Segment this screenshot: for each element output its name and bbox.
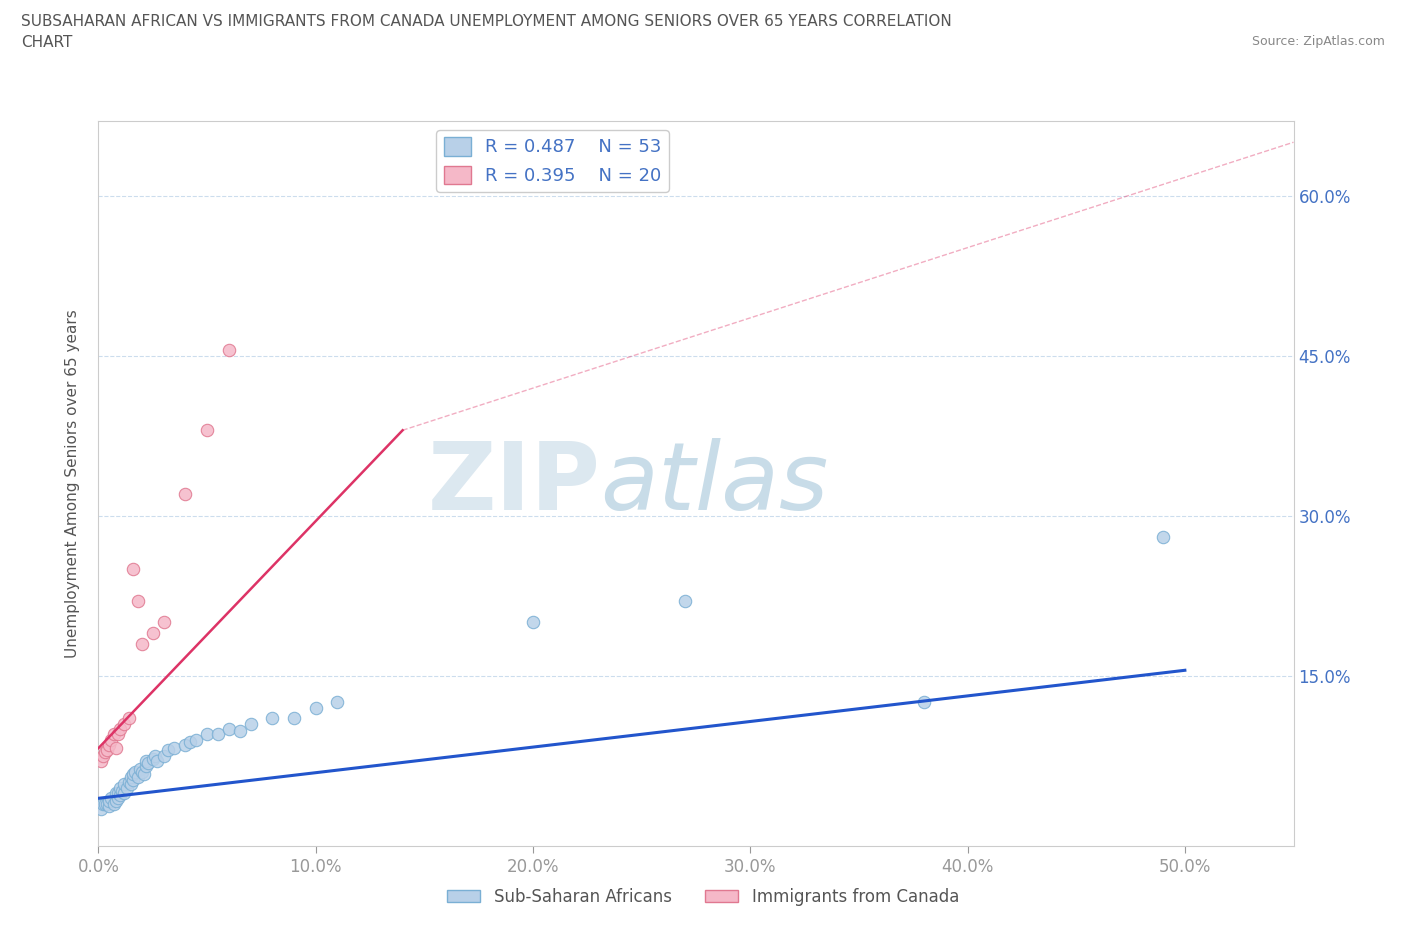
Point (239, 716, 262, 731)
Point (122, 773, 145, 788)
Legend: R = 0.487    N = 53, R = 0.395    N = 20: R = 0.487 N = 53, R = 0.395 N = 20 (436, 130, 669, 193)
Point (104, 794, 127, 809)
Point (98, 737, 121, 752)
Point (1152, 529, 1174, 544)
Point (96, 743, 118, 758)
Point (98, 798, 121, 813)
Point (135, 753, 157, 768)
Point (108, 722, 131, 737)
Point (90, 802, 112, 817)
Point (262, 711, 284, 725)
Point (152, 615, 174, 630)
Point (98, 794, 121, 809)
Point (120, 769, 142, 784)
Point (228, 724, 250, 738)
Y-axis label: Unemployment Among Seniors over 65 years: Unemployment Among Seniors over 65 years (65, 309, 80, 658)
Point (128, 762, 150, 777)
Point (143, 748, 166, 763)
Text: SUBSAHARAN AFRICAN VS IMMIGRANTS FROM CANADA UNEMPLOYMENT AMONG SENIORS OVER 65 : SUBSAHARAN AFRICAN VS IMMIGRANTS FROM CA… (21, 14, 952, 29)
Point (103, 796, 125, 811)
Point (100, 732, 122, 747)
Point (100, 790, 122, 805)
Point (132, 766, 155, 781)
Point (912, 695, 935, 710)
Point (104, 740, 127, 755)
Point (90, 753, 112, 768)
Point (218, 722, 240, 737)
Legend: Sub-Saharan Africans, Immigrants from Canada: Sub-Saharan Africans, Immigrants from Ca… (440, 881, 966, 912)
Point (142, 751, 165, 766)
Point (104, 786, 127, 801)
Point (124, 764, 146, 779)
Point (114, 786, 136, 801)
Point (156, 743, 179, 758)
Point (326, 695, 349, 710)
Point (94, 796, 117, 811)
Point (107, 790, 129, 805)
Point (186, 732, 208, 747)
Point (195, 727, 218, 742)
Point (163, 740, 186, 755)
Point (122, 766, 145, 781)
Point (142, 626, 165, 641)
Text: atlas: atlas (600, 438, 828, 529)
Point (127, 769, 149, 784)
Point (114, 716, 136, 731)
Point (120, 777, 142, 791)
Text: CHART: CHART (21, 35, 73, 50)
Point (107, 727, 129, 742)
Point (131, 636, 153, 651)
Point (96, 796, 118, 811)
Point (108, 788, 131, 803)
Point (118, 711, 141, 725)
Point (122, 562, 145, 577)
Point (115, 780, 138, 795)
Point (174, 737, 197, 752)
Point (127, 593, 149, 608)
Point (218, 343, 240, 358)
Point (108, 780, 131, 795)
Text: ZIP: ZIP (427, 438, 600, 529)
Point (138, 756, 160, 771)
Point (103, 727, 125, 742)
Point (179, 735, 201, 750)
Text: Source: ZipAtlas.com: Source: ZipAtlas.com (1251, 35, 1385, 48)
Point (283, 711, 305, 725)
Point (207, 727, 229, 742)
Point (174, 486, 197, 501)
Point (91, 748, 114, 763)
Point (111, 783, 134, 798)
Point (146, 753, 169, 768)
Point (118, 775, 141, 790)
Point (152, 748, 174, 763)
Point (135, 759, 157, 774)
Point (131, 764, 153, 779)
Point (94, 745, 117, 760)
Point (114, 777, 136, 791)
Point (305, 700, 328, 715)
Point (91, 796, 114, 811)
Point (673, 593, 696, 608)
Point (195, 423, 218, 438)
Point (107, 786, 129, 801)
Point (522, 615, 544, 630)
